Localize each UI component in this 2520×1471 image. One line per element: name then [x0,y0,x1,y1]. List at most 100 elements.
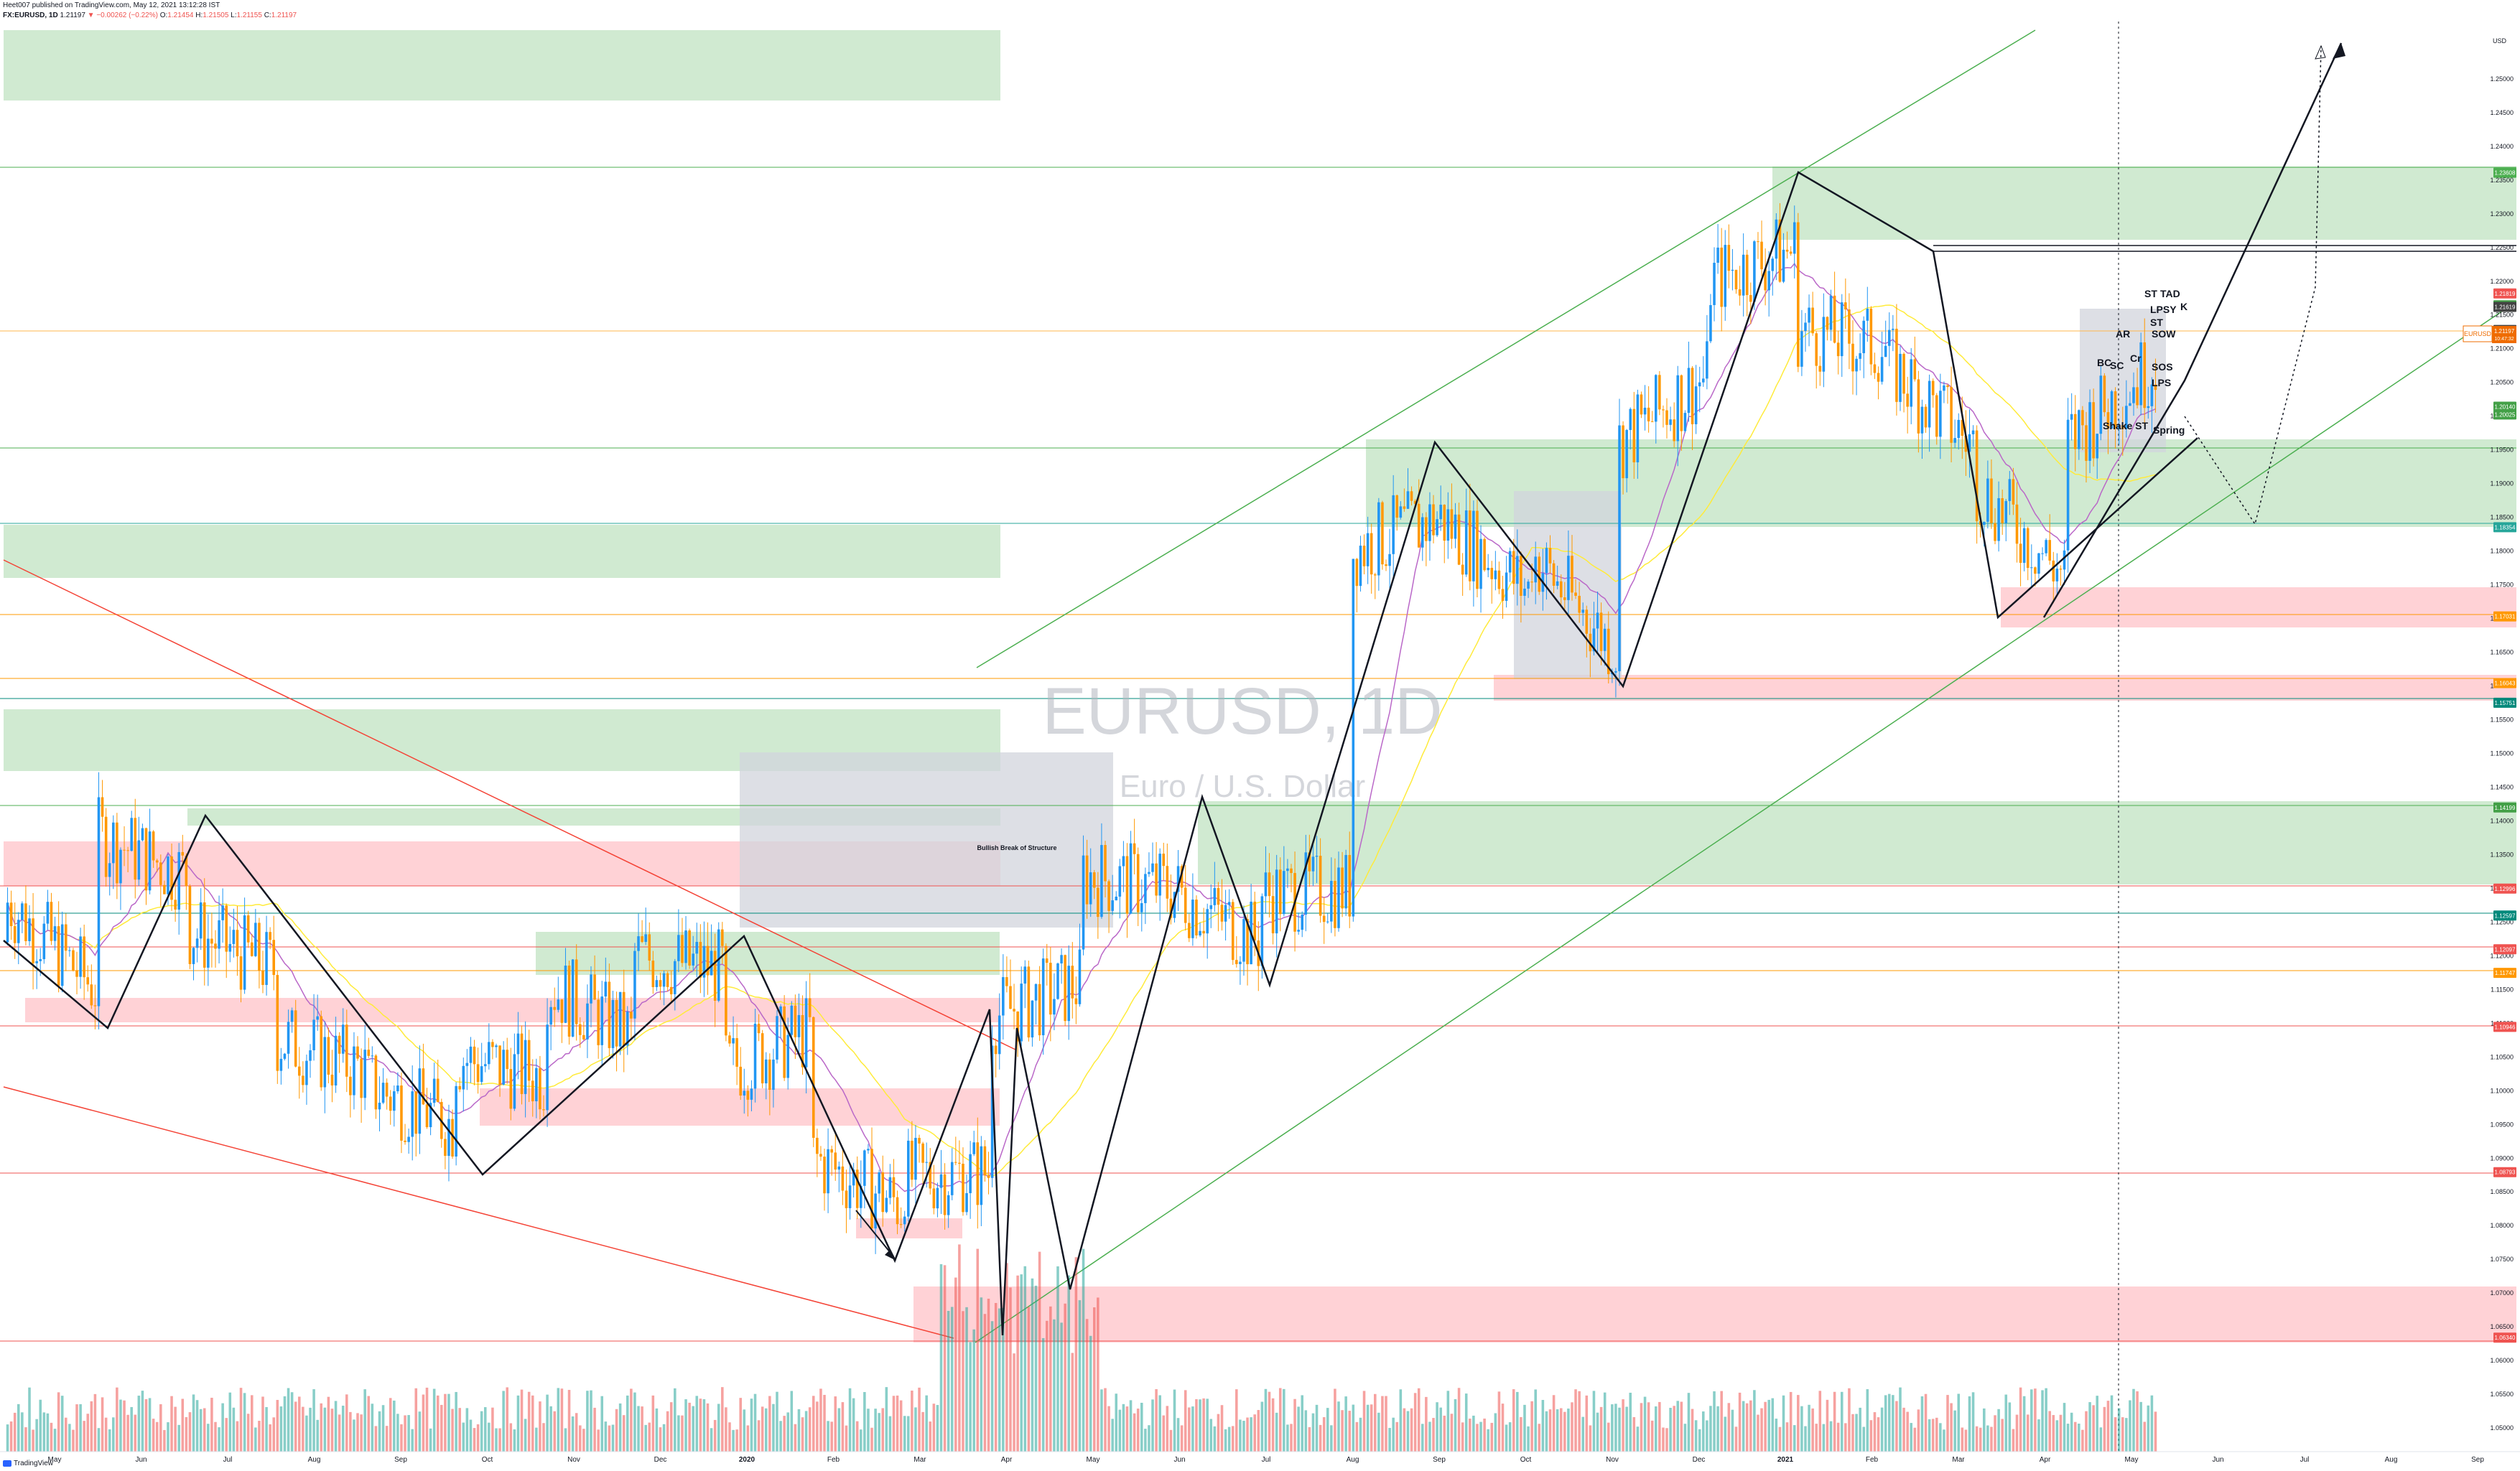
volume-bar [717,1404,720,1452]
down-leg-arrow [855,1210,894,1257]
candle [32,892,34,990]
candle [316,994,319,1031]
candle [130,811,133,852]
candle [2139,332,2142,416]
candle [1286,859,1289,889]
candle [1432,495,1435,543]
volume-bar [841,1402,845,1452]
volume-bar [86,1414,90,1452]
candle [1002,954,1005,1040]
volume-bar [819,1388,822,1452]
candle [1680,374,1683,451]
candle [1673,402,1675,448]
volume-bar [269,1424,271,1452]
volume-bar [768,1396,771,1452]
volume-bar [42,1412,46,1452]
volume-bar [225,1418,228,1452]
volume-bar [341,1406,345,1452]
candle [1472,500,1475,607]
candle [1961,396,1964,459]
candle [1775,213,1778,281]
volume-bar [60,1396,64,1452]
candle [1041,948,1045,1055]
candle [134,798,137,899]
structure-zigzag [3,171,2198,1336]
candle [1866,286,1869,342]
volume-bar [2041,1390,2044,1452]
candle [1512,538,1515,595]
symbol-name[interactable]: FX:EURUSD, 1D [3,11,58,19]
volume-bar [79,1404,82,1452]
candle [1556,565,1559,589]
candle [564,948,567,1024]
volume-bar [2078,1424,2080,1452]
wyckoff-lpsy: LPSY [2150,304,2177,315]
volume-bar [1520,1416,1522,1452]
volume-bar [2139,1401,2142,1452]
candle [320,1010,323,1091]
volume-bar [130,1406,133,1452]
volume-bar [1990,1426,1993,1452]
volume-bar [969,1342,972,1452]
candle [2114,387,2117,449]
candle [2063,539,2066,585]
volume-bar [783,1416,786,1452]
volume-bar [1698,1429,1701,1452]
volume-bar [1253,1414,1256,1452]
volume-bar [1432,1418,1435,1452]
time-axis[interactable]: May Jun Jul Aug Sep Oct Nov Dec 2020 Feb Mar Apr May… [0,1451,2520,1464]
volume-bar [1268,1391,1271,1452]
volume-bar [855,1421,859,1452]
candle [2096,433,2098,479]
volume-bar [1618,1407,1621,1452]
candle [269,927,271,950]
candle [6,887,9,945]
volume-bar [837,1408,841,1452]
candle [349,1066,352,1118]
volume-bar [6,1424,9,1452]
volume-bar [1545,1411,1548,1452]
candle [290,1007,294,1033]
volume-bar [1749,1400,1752,1452]
volume-bar [1538,1424,1541,1452]
candle [1745,249,1749,317]
candle [531,1059,534,1117]
candle [1023,960,1027,1009]
volume-bar [542,1423,545,1452]
candle [9,890,13,940]
candle [1585,605,1589,658]
volume-bar [374,1426,378,1452]
candle [207,914,210,986]
candle [367,1037,371,1059]
volume-bar [1326,1408,1329,1452]
volume-bar [2022,1396,2026,1452]
wyckoff-sos: SOS [2152,361,2173,373]
volume-bar [1067,1275,1071,1452]
tradingview-logo[interactable]: TradingView [3,1457,53,1469]
volume-bar [1599,1406,1603,1452]
candle [950,1148,954,1200]
volume-bar [845,1425,848,1452]
volume-bar [1056,1266,1059,1452]
candle [429,1093,432,1136]
candle [804,981,808,1094]
candle [717,922,720,1003]
volume-bar [1859,1407,1861,1452]
volume-bar [1709,1406,1712,1452]
volume-bar [699,1398,702,1452]
price-badge-value: 1.11747 [2495,970,2516,976]
volume-bar [1454,1398,1457,1452]
price-tick-label: 1.14000 [2490,817,2514,824]
price-badge-value: 1.21619 [2495,304,2516,311]
candle [1683,410,1687,433]
candle [1297,912,1300,935]
time-tick-label: Dec [654,1456,667,1464]
volume-bar [167,1422,169,1452]
candle [1808,294,1810,347]
candle [42,916,46,964]
candle [2048,514,2051,565]
watermark-title: EURUSD, 1D [1042,675,1442,748]
price-tick-label: 1.19000 [2490,480,2514,487]
price-tick-label: 1.22000 [2490,278,2514,285]
